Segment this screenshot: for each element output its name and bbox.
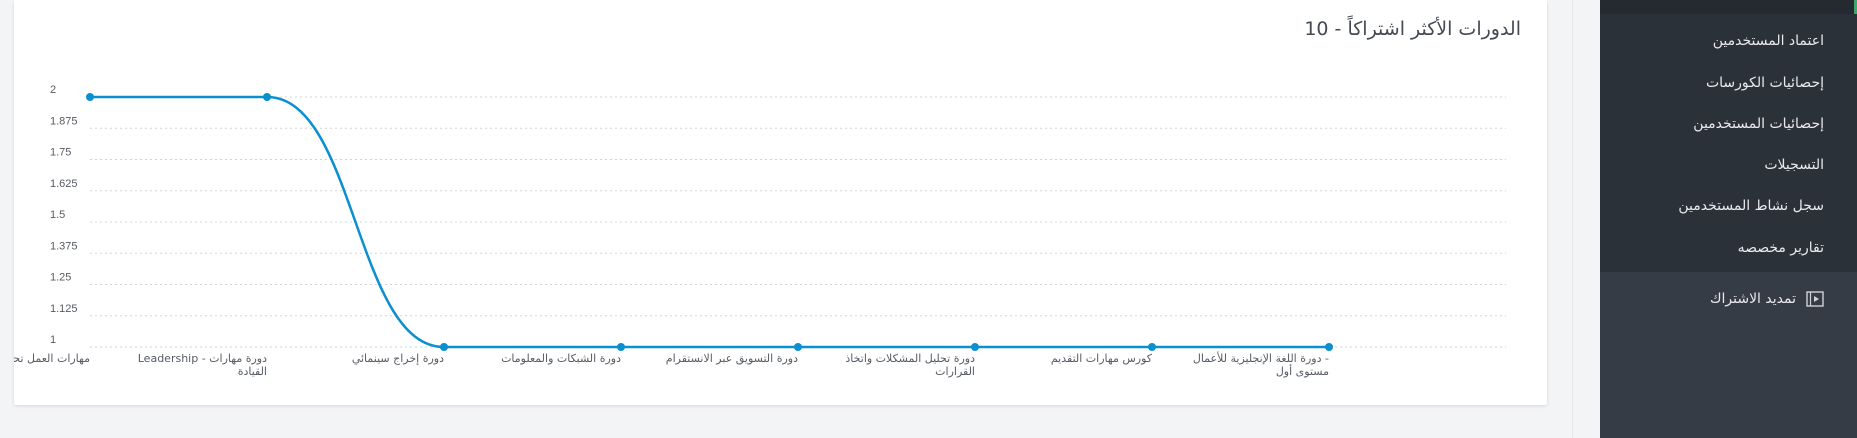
data-point <box>1148 343 1156 351</box>
data-point <box>971 343 979 351</box>
video-icon <box>1806 291 1824 307</box>
x-tick-label: مهارات العمل تحت ضغط <box>14 352 90 365</box>
sidebar: اعتماد المستخدمين إحصائيات الكورسات إحصا… <box>1600 0 1857 438</box>
sidebar-item-extend-subscription[interactable]: تمديد الاشتراك <box>1710 289 1824 309</box>
y-tick-label: 1.375 <box>50 240 78 252</box>
chart-card: الدورات الأكثر اشتراكاً - 10 1 1.125 1.25 1… <box>14 0 1547 405</box>
y-tick-label: 1.625 <box>50 178 78 190</box>
sidebar-item-label: تمديد الاشتراك <box>1709 291 1796 307</box>
x-tick-label: دورة التسويق عبر الانستقرام <box>666 352 798 366</box>
sidebar-main-section: تمديد الاشتراك <box>1600 272 1857 438</box>
data-point <box>440 343 448 351</box>
y-tick-label: 1 <box>50 334 56 346</box>
sidebar-item-custom-reports[interactable]: تقارير مخصصه <box>1737 240 1824 256</box>
x-tick-label: دورة إخراج سينمائي <box>352 352 444 365</box>
sidebar-item-registrations[interactable]: التسجيلات <box>1764 157 1824 173</box>
active-indicator <box>1854 0 1857 14</box>
sidebar-submenu: اعتماد المستخدمين إحصائيات الكورسات إحصا… <box>1600 14 1857 272</box>
y-tick-label: 1.875 <box>50 115 78 127</box>
sidebar-top-strip <box>1600 0 1857 14</box>
data-point <box>617 343 625 351</box>
data-point <box>794 343 802 351</box>
y-tick-label: 2 <box>50 84 56 96</box>
data-point <box>1325 343 1333 351</box>
chart-title: الدورات الأكثر اشتراكاً - 10 <box>1304 18 1521 40</box>
y-tick-label: 1.125 <box>50 303 78 315</box>
y-tick-label: 1.25 <box>50 272 71 284</box>
y-tick-label: 1.75 <box>50 147 71 159</box>
series-line <box>89 95 1329 349</box>
line-chart: 1 1.125 1.25 1.375 1.5 1.625 1.75 1.875 2 مهارات … <box>14 84 1506 378</box>
sidebar-item-activity-log[interactable]: سجل نشاط المستخدمين <box>1678 198 1824 214</box>
content-divider <box>1572 0 1573 438</box>
x-tick-label: Leadership - دورة مهارات القيادة <box>138 352 267 378</box>
x-tick-label: دورة تحليل المشكلات واتخاذ القرارات <box>845 352 975 378</box>
sidebar-item-user-stats[interactable]: إحصائيات المستخدمين <box>1693 116 1824 132</box>
x-tick-label: دورة اللغة الإنجليزية للأعمال -مستوى أول <box>1193 351 1329 378</box>
sidebar-item-user-approval[interactable]: اعتماد المستخدمين <box>1712 33 1824 49</box>
y-tick-label: 1.5 <box>50 209 65 221</box>
x-tick-label: دورة الشبكات والمعلومات <box>501 352 621 365</box>
x-tick-label: كورس مهارات التقديم <box>1051 352 1153 365</box>
data-point <box>263 93 271 101</box>
sidebar-item-course-stats[interactable]: إحصائيات الكورسات <box>1705 75 1824 91</box>
data-point <box>86 93 94 101</box>
